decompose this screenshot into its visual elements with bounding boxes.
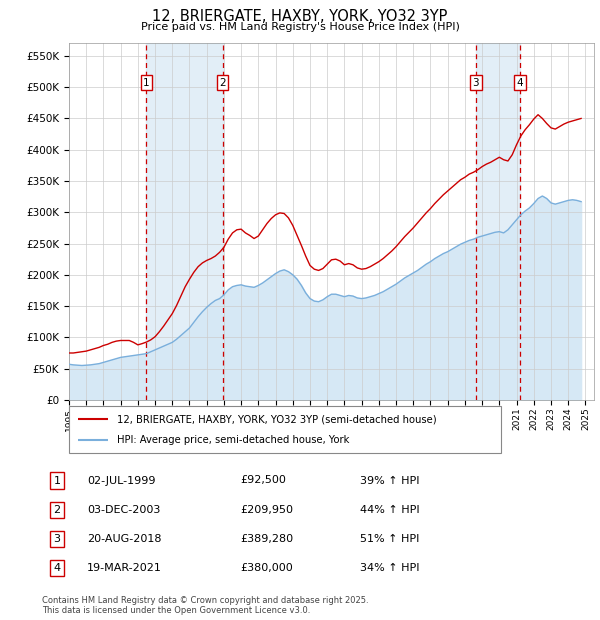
Text: 2: 2 [53,505,61,515]
Text: 1: 1 [143,78,150,87]
Text: Price paid vs. HM Land Registry's House Price Index (HPI): Price paid vs. HM Land Registry's House … [140,22,460,32]
Text: HPI: Average price, semi-detached house, York: HPI: Average price, semi-detached house,… [116,435,349,445]
Text: 2: 2 [219,78,226,87]
Text: 12, BRIERGATE, HAXBY, YORK, YO32 3YP: 12, BRIERGATE, HAXBY, YORK, YO32 3YP [152,9,448,24]
Text: 34% ↑ HPI: 34% ↑ HPI [360,563,419,573]
Text: £209,950: £209,950 [240,505,293,515]
Text: 4: 4 [53,563,61,573]
Text: 3: 3 [472,78,479,87]
Text: £92,500: £92,500 [240,476,286,485]
Text: 03-DEC-2003: 03-DEC-2003 [87,505,160,515]
Text: 3: 3 [53,534,61,544]
Text: 19-MAR-2021: 19-MAR-2021 [87,563,162,573]
Bar [476,43,520,400]
Text: £380,000: £380,000 [240,563,293,573]
Text: 02-JUL-1999: 02-JUL-1999 [87,476,155,485]
Text: 1: 1 [53,476,61,485]
Bar [146,43,223,400]
Text: 44% ↑ HPI: 44% ↑ HPI [360,505,419,515]
Text: 12, BRIERGATE, HAXBY, YORK, YO32 3YP (semi-detached house): 12, BRIERGATE, HAXBY, YORK, YO32 3YP (se… [116,414,436,424]
Text: 20-AUG-2018: 20-AUG-2018 [87,534,161,544]
Text: Contains HM Land Registry data © Crown copyright and database right 2025.
This d: Contains HM Land Registry data © Crown c… [42,596,368,615]
Text: 4: 4 [517,78,523,87]
Text: 51% ↑ HPI: 51% ↑ HPI [360,534,419,544]
Text: £389,280: £389,280 [240,534,293,544]
Text: 39% ↑ HPI: 39% ↑ HPI [360,476,419,485]
FancyBboxPatch shape [69,406,501,453]
